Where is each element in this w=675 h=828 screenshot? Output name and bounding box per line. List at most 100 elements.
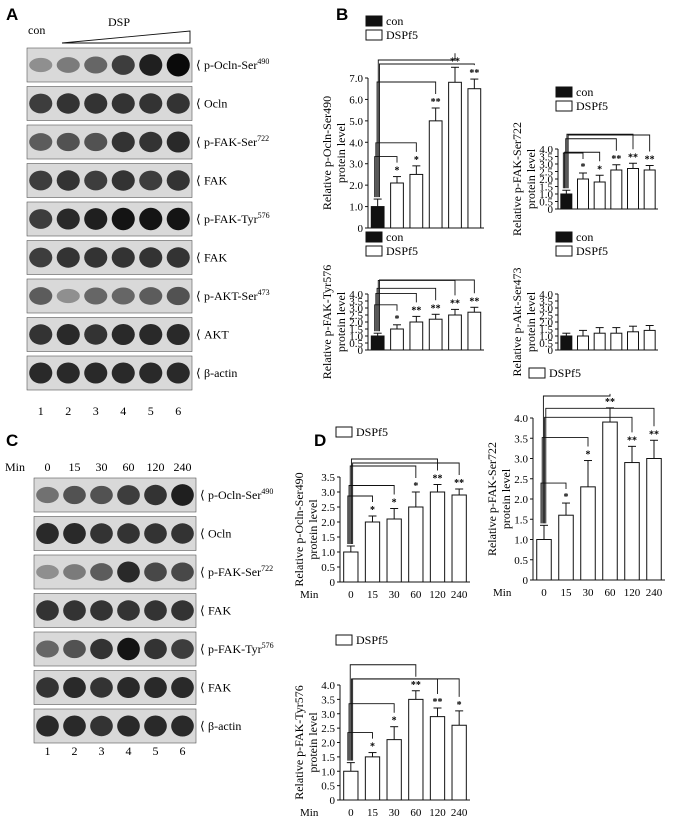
y-axis-label-line: Relative p-FAK-Ser722: [485, 442, 499, 556]
y-axis-label-line: protein level: [499, 468, 513, 529]
significance-mark: **: [627, 435, 637, 446]
y-tick-label: 0.5: [514, 555, 528, 567]
blot-band: [84, 247, 108, 268]
bar: [627, 168, 639, 210]
comparison-bracket: [348, 485, 395, 544]
blot-band: [36, 715, 59, 737]
x-tick-label: 120: [429, 589, 446, 601]
bar: [643, 169, 656, 210]
blot-label-superscript: 473: [258, 288, 270, 297]
significance-mark: **: [611, 154, 621, 165]
y-tick-label: 6.0: [349, 94, 363, 106]
y-tick-label: 3.5: [349, 296, 363, 308]
blot-label: Ocln: [208, 527, 231, 541]
blot-band: [117, 561, 140, 583]
blot-band: [171, 523, 194, 544]
blot-band: [29, 170, 53, 191]
significance-mark: *: [392, 716, 397, 727]
blot-band: [144, 638, 167, 660]
time-label: 15: [69, 460, 81, 474]
legend-swatch: [528, 367, 546, 379]
y-tick-label: 2.5: [321, 723, 335, 735]
significance-mark: **: [433, 474, 443, 485]
blot-band: [171, 484, 194, 506]
blot-band: [56, 362, 80, 384]
comparison-bracket: [544, 416, 633, 524]
blot-arrow: ⟨: [196, 58, 201, 72]
x-tick-label: 60: [410, 589, 422, 601]
bar: [536, 539, 552, 581]
blot-label-text: p-AKT-Ser: [204, 289, 258, 303]
bar: [390, 182, 404, 229]
significance-mark: **: [469, 68, 479, 79]
blot-band: [144, 562, 167, 582]
blot-label-text: p-FAK-Ser: [204, 135, 257, 149]
significance-mark: **: [411, 305, 421, 316]
y-tick-label: 3.0: [321, 487, 335, 499]
blot-band: [166, 323, 190, 346]
bar: [364, 756, 381, 801]
blot-arrow: ⟨: [196, 174, 201, 188]
bar: [429, 491, 446, 583]
y-tick-label: 0: [523, 575, 529, 587]
blot-label-superscript: 722: [261, 564, 273, 573]
y-tick-label: 0.5: [539, 338, 553, 350]
y-tick-label: 3.0: [349, 303, 363, 315]
legend-swatch: [365, 15, 383, 27]
blot-label-text: AKT: [204, 328, 229, 342]
blot-label: Ocln: [204, 97, 227, 111]
bar: [343, 770, 359, 801]
bar: [386, 518, 402, 583]
y-tick-label: 2.0: [514, 494, 528, 506]
blot-band: [56, 208, 80, 230]
blot-label: p-FAK-Tyr576: [208, 641, 274, 656]
significance-mark: **: [433, 697, 443, 708]
legend-swatch: [335, 634, 353, 646]
y-tick-label: 1.0: [539, 331, 553, 343]
blot-label-text: p-FAK-Tyr: [208, 642, 262, 656]
bar: [467, 311, 482, 351]
x-tick-label: 0: [348, 589, 354, 601]
bar: [409, 321, 424, 351]
blot-band: [139, 287, 163, 305]
y-axis-label-line: Relative p-FAK-Tyr576: [292, 685, 306, 800]
blot-band: [90, 523, 113, 544]
y-tick-label: 1.5: [539, 182, 553, 194]
blot-arrow: ⟨: [196, 97, 201, 111]
blot-band: [36, 640, 59, 658]
y-tick-label: 4.0: [539, 144, 553, 156]
blot-band: [84, 287, 108, 305]
blot-band: [171, 562, 194, 582]
comparison-bracket: [541, 437, 589, 524]
x-tick-label: 240: [646, 587, 663, 599]
time-label: 240: [174, 460, 192, 474]
y-axis-label: Relative p-FAK-Tyr576protein level: [292, 685, 320, 800]
blot-band: [56, 57, 80, 73]
lane-number: 2: [65, 404, 71, 418]
blot-background: [26, 317, 193, 352]
blot-label: FAK: [208, 604, 231, 618]
y-tick-label: 5.0: [349, 116, 363, 128]
legend-label: con: [386, 230, 403, 244]
blot-band: [171, 639, 194, 659]
blot-label-superscript: 490: [261, 487, 273, 496]
blot-background: [26, 201, 193, 237]
y-tick-label: 2.5: [539, 310, 553, 322]
legend-label: DSPf5: [356, 425, 388, 439]
comparison-bracket: [375, 292, 417, 332]
blot-band: [90, 563, 113, 581]
blot-band: [139, 362, 163, 384]
blot-band: [56, 170, 80, 191]
blot-label-text: FAK: [208, 681, 231, 695]
x-tick-label: 15: [367, 807, 379, 819]
y-tick-label: 3.5: [539, 152, 553, 164]
blot-background: [33, 593, 197, 628]
comparison-bracket: [374, 156, 398, 198]
blot-arrow: ⟨: [200, 527, 205, 541]
comparison-bracket: [379, 63, 475, 198]
y-tick-label: 4.0: [321, 680, 335, 692]
blot-band: [166, 207, 190, 231]
